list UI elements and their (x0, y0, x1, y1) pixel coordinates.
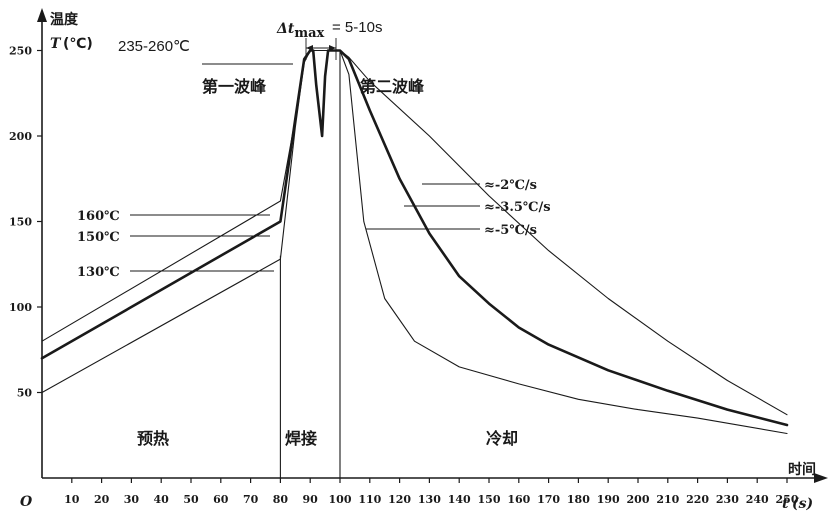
x-axis-title-unit: (s) (792, 496, 813, 512)
x-tick-label: 10 (64, 493, 80, 506)
x-tick-label: 210 (656, 493, 679, 506)
x-tick-label: 130 (418, 493, 441, 506)
temp-label-150-text: 150℃ (77, 230, 120, 245)
x-tick-label: 230 (716, 493, 739, 506)
y-tick-label: 200 (9, 130, 32, 143)
temp-label-160-text: 160℃ (77, 209, 120, 224)
x-tick-label: 110 (358, 493, 381, 506)
x-axis-arrow (814, 473, 828, 483)
phase-label-preheat: 预热 (137, 429, 169, 448)
y-axis-title-symbol: T (50, 36, 62, 52)
slope-label-35: ≈-3.5℃/s (404, 200, 551, 215)
y-tick-label: 250 (9, 45, 32, 58)
series-line-2 (41, 49, 788, 435)
second-wave-label: 第二波峰 (360, 77, 425, 96)
x-tick-label: 30 (124, 493, 140, 506)
phase-label-soldering: 焊接 (285, 429, 317, 448)
x-tick-label: 200 (627, 493, 650, 506)
temp-label-160: 160℃ (77, 209, 270, 224)
y-tick-label: 150 (9, 216, 32, 229)
x-tick-label: 100 (329, 493, 352, 506)
x-tick-label: 220 (686, 493, 709, 506)
slope-label-2-text: ≈-2℃/s (484, 178, 537, 193)
x-tick-label: 40 (154, 493, 170, 506)
y-tick-label: 50 (17, 387, 33, 400)
x-tick-label: 60 (213, 493, 229, 506)
x-ticks: 10 20 30 40 50 60 70 80 90 100 110 120 130 140 150 160 1… (64, 478, 799, 506)
slope-label-5-text: ≈-5℃/s (484, 223, 537, 238)
x-tick-label: 160 (507, 493, 530, 506)
slope-label-2: ≈-2℃/s (422, 178, 537, 193)
x-tick-label: 50 (183, 493, 199, 506)
x-tick-label: 240 (746, 493, 769, 506)
slope-label-5: ≈-5℃/s (366, 223, 537, 238)
x-tick-label: 90 (303, 493, 319, 506)
delta-t-label: Δtmax (276, 21, 325, 41)
y-axis-title-unit: (℃) (63, 36, 93, 52)
temp-label-130-text: 130℃ (77, 265, 120, 280)
x-tick-label: 120 (388, 493, 411, 506)
series-line-0 (41, 49, 788, 416)
delta-t-bracket (305, 38, 337, 60)
phase-label-cooling: 冷却 (486, 429, 518, 448)
x-tick-label: 20 (94, 493, 110, 506)
x-tick-label: 80 (273, 493, 289, 506)
series-line-1 (40, 49, 789, 427)
x-axis-title-cn: 时间 (788, 461, 816, 478)
peak-range-label: 235-260℃ (118, 38, 190, 55)
x-tick-label: 250 (776, 493, 799, 506)
y-ticks: 50 100 150 200 250 (9, 45, 42, 400)
series-layer (40, 49, 789, 435)
y-tick-label: 100 (9, 301, 32, 314)
x-tick-label: 140 (448, 493, 471, 506)
origin-label: O (20, 494, 33, 510)
x-tick-label: 180 (567, 493, 590, 506)
delta-t-value: = 5-10s (332, 19, 382, 36)
first-wave-label: 第一波峰 (202, 77, 267, 96)
temp-label-150: 150℃ (77, 230, 270, 245)
phase-boundaries (279, 50, 341, 478)
y-axis-title-cn: 温度 (50, 11, 79, 28)
x-tick-label: 70 (243, 493, 259, 506)
x-axis-title-symbol: t (782, 496, 789, 512)
y-axis-arrow (37, 8, 47, 22)
x-tick-label: 190 (597, 493, 620, 506)
x-tick-label: 170 (537, 493, 560, 506)
x-tick-label: 150 (478, 493, 501, 506)
temp-label-130: 130℃ (77, 265, 274, 280)
slope-label-35-text: ≈-3.5℃/s (484, 200, 551, 215)
